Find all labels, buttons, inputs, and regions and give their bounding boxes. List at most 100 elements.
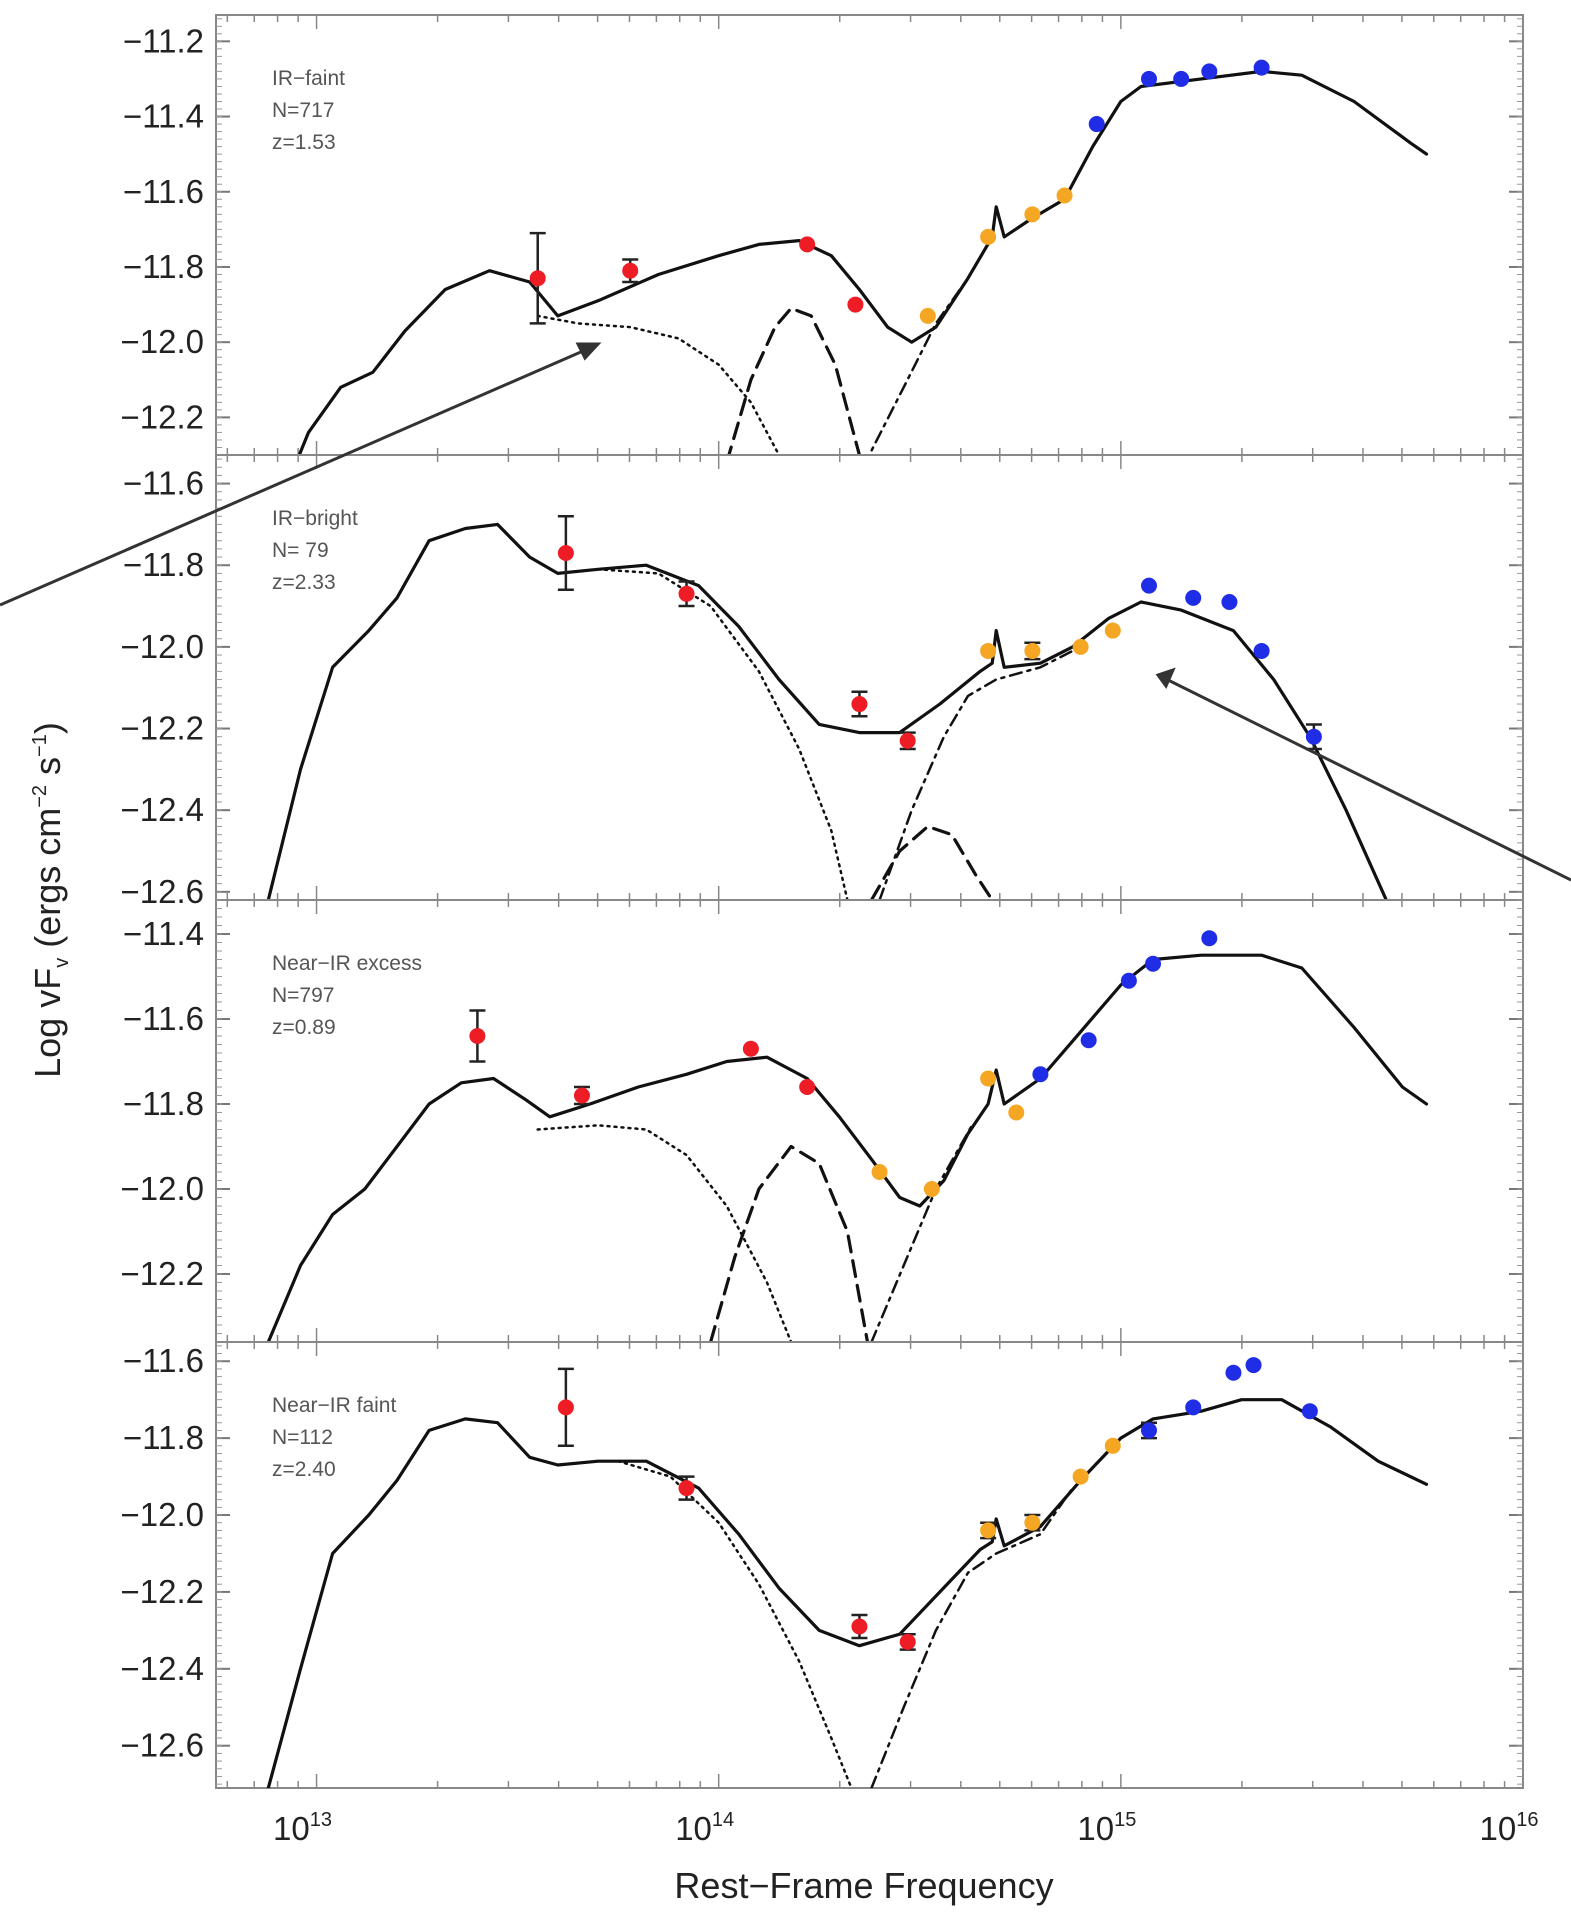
- panel-label-line: N=797: [272, 984, 334, 1007]
- panel-label-line: z=1.53: [272, 131, 336, 154]
- panel-label-line: N= 79: [272, 539, 329, 562]
- y-tick-label: −12.6: [121, 873, 205, 910]
- data-point-blue: [1253, 59, 1270, 76]
- data-point-red: [678, 1480, 695, 1497]
- arrow-right: [1167, 678, 1571, 882]
- host-galaxy-curve: [596, 568, 849, 900]
- data-point-blue: [1145, 955, 1162, 972]
- y-tick-label: −12.0: [121, 1496, 205, 1533]
- panel-label-line: z=0.89: [272, 1016, 336, 1039]
- data-point-blue: [1140, 70, 1157, 87]
- data-point-blue: [1185, 589, 1202, 606]
- data-point-blue: [1201, 63, 1218, 80]
- data-point-blue: [1173, 70, 1190, 87]
- data-point-red: [557, 1399, 574, 1416]
- data-point-blue: [1140, 577, 1157, 594]
- data-point-red: [557, 544, 574, 561]
- y-tick-label: −12.2: [121, 1573, 205, 1610]
- data-point-red: [847, 296, 864, 313]
- panel-frame: [215, 1341, 1524, 1789]
- data-point-red: [851, 696, 868, 713]
- y-tick-label: −11.8: [123, 1085, 204, 1122]
- data-point-blue: [1032, 1066, 1049, 1083]
- host-galaxy-curve: [536, 314, 781, 455]
- data-point-red: [799, 1079, 816, 1095]
- y-tick-label: −11.6: [123, 1000, 204, 1037]
- hot-dust-curve: [727, 306, 861, 455]
- x-tick-label: 1016: [1480, 1809, 1539, 1847]
- data-point-orange: [923, 1181, 940, 1197]
- data-point-orange: [1104, 1437, 1121, 1454]
- panel-label-line: IR−bright: [272, 507, 358, 530]
- total-sed-curve: [266, 953, 1429, 1342]
- x-tick-label: 1014: [675, 1809, 734, 1847]
- y-tick-label: −11.8: [123, 1419, 204, 1456]
- data-point-orange: [1024, 1514, 1041, 1531]
- x-tick-label: 1013: [273, 1809, 332, 1847]
- x-axis: 1013 1014 1015 1016: [273, 1809, 1538, 1847]
- annotation-arrows: [0, 342, 1571, 882]
- data-point-blue: [1201, 930, 1218, 947]
- y-tick-label: −12.0: [121, 1170, 205, 1207]
- hot-dust-curve: [709, 1144, 870, 1342]
- panel-4: −11.6 −11.8 −12.0 −12.2 −12.4 −12.6 Near−IR fa…: [121, 1341, 1524, 1789]
- panel-frame: [215, 454, 1524, 901]
- y-tick-label: −12.0: [121, 628, 205, 665]
- y-tick-label: −11.8: [123, 546, 204, 583]
- panel-label-line: IR−faint: [272, 67, 345, 90]
- hot-dust-curve: [869, 824, 994, 900]
- data-point-red: [622, 262, 639, 279]
- data-point-orange: [980, 1070, 997, 1087]
- data-point-orange: [1024, 642, 1041, 659]
- agn-curve: [878, 645, 1082, 900]
- total-sed-curve: [297, 69, 1429, 455]
- arrow-left-head: [575, 342, 602, 361]
- panel-frame: [215, 14, 1524, 456]
- data-point-orange: [1024, 206, 1041, 223]
- data-point-red: [678, 585, 695, 602]
- data-point-blue: [1185, 1399, 1202, 1416]
- y-tick-label: −12.6: [121, 1727, 205, 1764]
- y-tick-label: −12.2: [121, 1255, 205, 1292]
- data-point-orange: [1072, 638, 1089, 655]
- y-tick-label: −11.4: [123, 915, 204, 952]
- data-point-orange: [1104, 622, 1121, 639]
- agn-curve: [870, 1486, 1074, 1788]
- data-point-blue: [1225, 1364, 1242, 1381]
- y-tick-label: −11.6: [123, 465, 204, 502]
- panel-3: −11.4 −11.6 −11.8 −12.0 −12.2 Near−IR excess N…: [121, 899, 1524, 1343]
- host-galaxy-curve: [616, 1459, 853, 1788]
- panel-label-line: Near−IR excess: [272, 952, 422, 975]
- data-point-red: [529, 270, 546, 287]
- data-point-blue: [1245, 1357, 1262, 1374]
- y-tick-label: −12.2: [121, 710, 205, 747]
- data-point-blue: [1301, 1403, 1318, 1420]
- panel-2: −11.6 −11.8 −12.0 −12.2 −12.4 −12.6 IR−bright N…: [121, 454, 1524, 910]
- data-point-orange: [1008, 1104, 1025, 1121]
- data-point-orange: [980, 228, 997, 245]
- y-tick-label: −11.2: [123, 22, 204, 59]
- panel-label-line: N=717: [272, 99, 334, 122]
- arrow-right-head: [1155, 667, 1176, 689]
- x-axis-title: Rest−Frame Frequency: [674, 1865, 1053, 1906]
- y-tick-label: −11.6: [123, 1342, 204, 1379]
- y-tick-label: −11.4: [123, 98, 204, 135]
- host-galaxy-curve: [536, 1124, 793, 1342]
- data-point-red: [469, 1028, 486, 1044]
- data-point-orange: [871, 1164, 888, 1180]
- data-point-red: [899, 732, 916, 749]
- y-axis-title: Log vFv (ergs cm−2 s−1): [27, 722, 73, 1078]
- data-point-blue: [1253, 642, 1270, 659]
- data-point-orange: [980, 642, 997, 659]
- y-tick-label: −12.4: [121, 1650, 205, 1687]
- data-point-red: [899, 1633, 916, 1650]
- total-sed-curve: [266, 522, 1388, 900]
- panel-label-line: z=2.33: [272, 571, 336, 594]
- data-point-blue: [1120, 972, 1137, 989]
- data-point-orange: [919, 307, 936, 324]
- panel-label-line: Near−IR faint: [272, 1394, 396, 1417]
- data-point-orange: [980, 1522, 997, 1539]
- panel-label-line: N=112: [272, 1426, 333, 1449]
- y-tick-label: −11.8: [123, 248, 204, 285]
- data-point-red: [799, 236, 816, 253]
